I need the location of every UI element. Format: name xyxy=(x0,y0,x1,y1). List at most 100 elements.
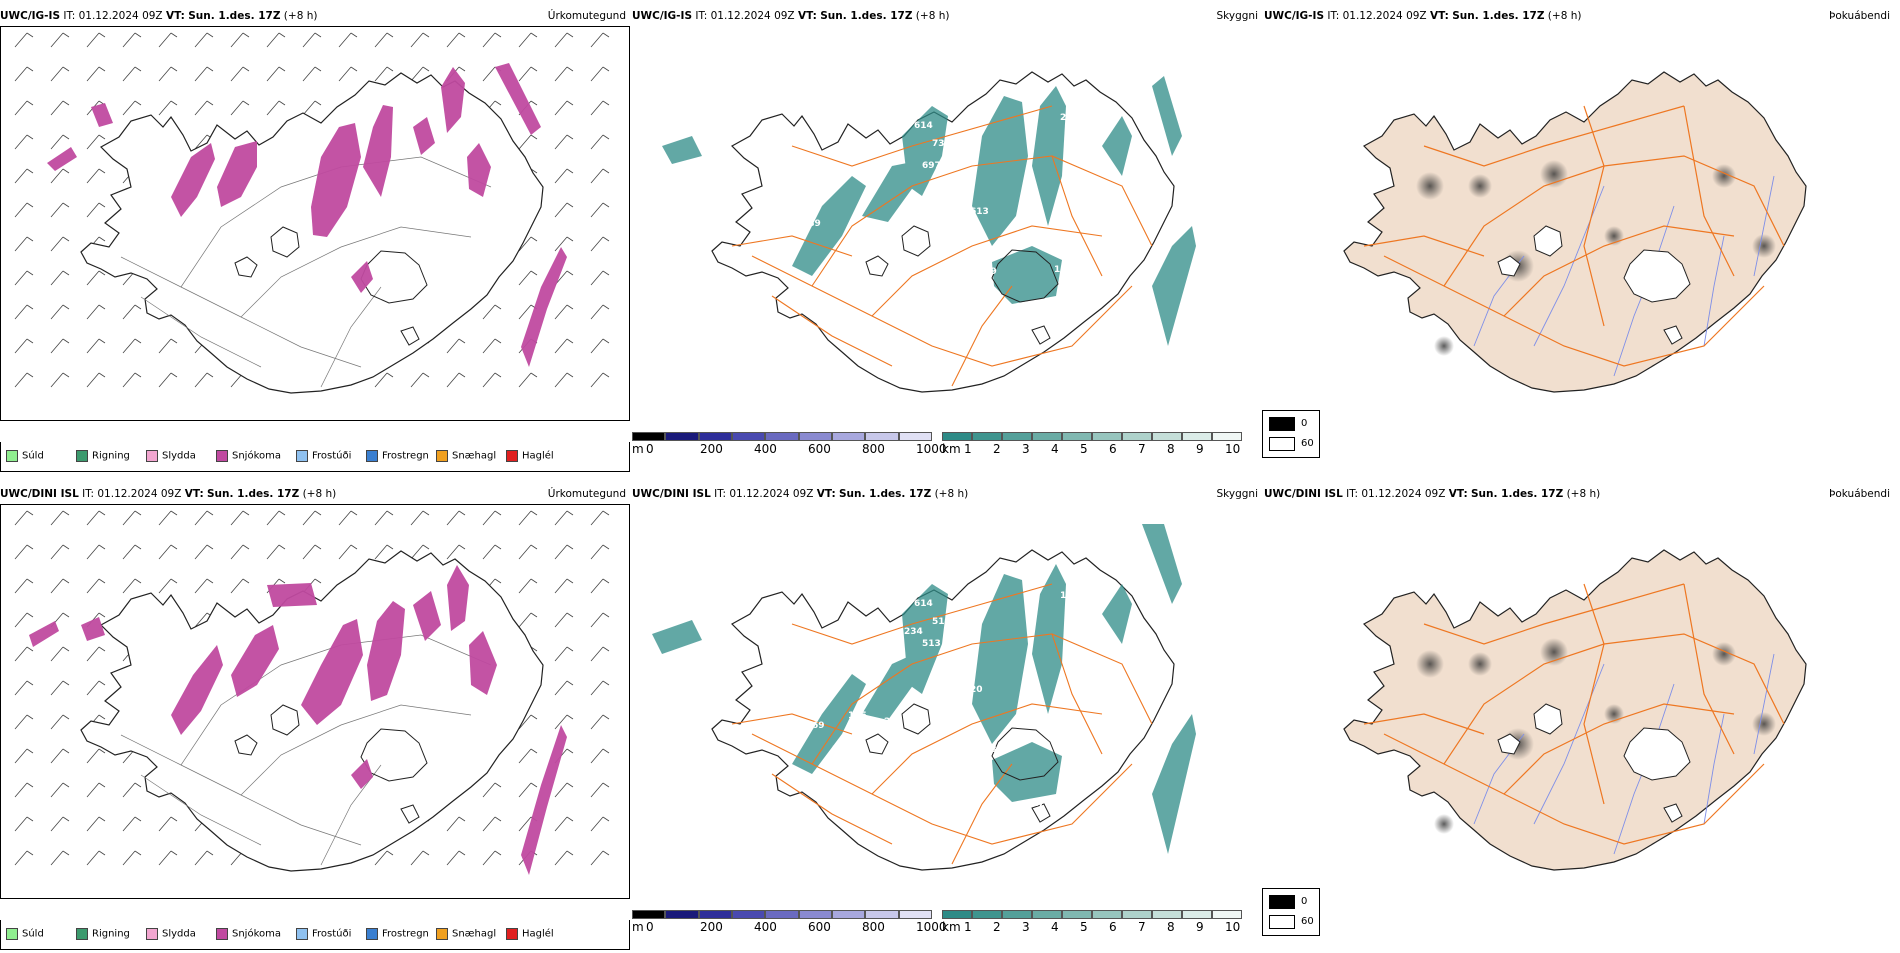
legend-item: Slydda xyxy=(146,928,196,940)
colorbar-segment xyxy=(1212,432,1242,441)
glacier-outline xyxy=(1031,803,1051,823)
glacier-outline xyxy=(400,804,420,824)
peak-label: 212 xyxy=(1054,743,1073,753)
colorbar-tick: 1000 xyxy=(916,442,947,456)
glacier-outline xyxy=(1497,733,1521,755)
panel-title: Úrkomutegund xyxy=(547,488,626,500)
road-network xyxy=(731,583,1153,865)
colorbar-segment xyxy=(1002,432,1032,441)
colorbar-tick: 10 xyxy=(1225,920,1241,934)
valid-time: Sun. 1.des. 17Z xyxy=(207,488,300,500)
colorbar-segment xyxy=(698,910,732,919)
legend-swatch xyxy=(296,450,308,462)
it-label: IT: xyxy=(82,488,95,500)
valid-time: Sun. 1.des. 17Z xyxy=(820,10,913,22)
colorbar-segment xyxy=(732,910,766,919)
legend-label: Rigning xyxy=(92,928,130,940)
fog-legend-swatch xyxy=(1269,437,1295,451)
legend-label: Frostregn xyxy=(382,450,429,462)
legend-label: Snæhagl xyxy=(452,450,497,462)
valid-time: Sun. 1.des. 17Z xyxy=(188,10,281,22)
legend-swatch xyxy=(6,450,18,462)
panel-model-label: UWC/IG-IS xyxy=(632,10,693,22)
glacier-outline xyxy=(1663,325,1683,345)
snow-areas xyxy=(29,565,567,875)
panel-model-label: UWC/DINI ISL xyxy=(1264,488,1343,500)
init-time: 01.12.2024 09Z xyxy=(97,488,182,500)
colorbar-tick: 6 xyxy=(1109,920,1117,934)
peak-label: 178 xyxy=(1032,799,1051,809)
colorbar-unit: km xyxy=(942,442,961,456)
legend-swatch xyxy=(436,450,448,462)
colorbar-tick: 2 xyxy=(993,442,1001,456)
panel-model-label: UWC/DINI ISL xyxy=(632,488,711,500)
peak-label: 20 xyxy=(970,685,983,695)
legend-label: Snæhagl xyxy=(452,928,497,940)
colorbar-segment xyxy=(1182,432,1212,441)
colorbar-unit: m xyxy=(632,920,644,934)
colorbar-tick: 7 xyxy=(1138,920,1146,934)
legend-swatch xyxy=(6,928,18,940)
iceland-coastline xyxy=(1343,549,1807,871)
precip-type-panel-bottom: UWC/DINI ISL IT: 01.12.2024 09Z VT: Sun.… xyxy=(0,488,630,953)
colorbar-unit: km xyxy=(942,920,961,934)
colorbar-tick: 8 xyxy=(1167,442,1175,456)
visibility-panel-bottom: UWC/DINI ISL IT: 01.12.2024 09Z VT: Sun.… xyxy=(632,488,1320,953)
glacier-outline xyxy=(1663,803,1683,823)
colorbar-unit: m xyxy=(632,442,644,456)
legend-item: Frostregn xyxy=(366,928,429,940)
glacier-outline xyxy=(1533,225,1563,257)
colorbar-segment xyxy=(1152,910,1182,919)
colorbar-segment xyxy=(732,432,766,441)
road-network xyxy=(731,105,1153,387)
colorbar-segment xyxy=(1002,910,1032,919)
colorbar-tick: 600 xyxy=(808,920,831,934)
peak-label: 427 xyxy=(802,697,821,707)
peak-label: 69 xyxy=(812,721,825,731)
legend-item: Frostúði xyxy=(296,928,351,940)
legend-label: Rigning xyxy=(92,450,130,462)
colorbar-tick: 1000 xyxy=(916,920,947,934)
lead-time: (+8 h) xyxy=(1566,488,1601,500)
colorbar-segment xyxy=(765,432,799,441)
road-network xyxy=(120,156,492,388)
legend-swatch xyxy=(366,450,378,462)
peak-label: 513 xyxy=(922,639,941,649)
colorbar-segment xyxy=(972,432,1002,441)
peak-labels: 614 734 697 589 162 172 539 229 141 613 26 10 xyxy=(802,113,1073,277)
panel-model-label: UWC/DINI ISL xyxy=(0,488,79,500)
colorbar-tick: 0 xyxy=(646,920,654,934)
colorbar-tick: 0 xyxy=(646,442,654,456)
glacier-outline xyxy=(1031,325,1051,345)
colorbar-segment xyxy=(698,432,732,441)
peak-label: 613 xyxy=(970,207,989,217)
fog-legend-swatch xyxy=(1269,417,1295,431)
peak-label: 428 xyxy=(960,733,979,743)
panel-title: Úrkomutegund xyxy=(547,10,626,22)
glacier-outline xyxy=(1623,249,1691,303)
peak-label: 31 xyxy=(832,745,845,755)
visibility-map: 614 734 697 589 162 172 539 229 141 613 26 10 xyxy=(632,26,1262,421)
colorbar-segment xyxy=(798,432,832,441)
it-label: IT: xyxy=(1346,488,1359,500)
glacier-outline xyxy=(1533,703,1563,735)
legend-label: Haglél xyxy=(522,450,554,462)
init-time: 01.12.2024 09Z xyxy=(1361,488,1446,500)
colorbar-segment xyxy=(665,910,699,919)
legend-item: Frostregn xyxy=(366,450,429,462)
legend-item: Snæhagl xyxy=(436,450,496,462)
fog-legend-label: 60 xyxy=(1301,916,1314,927)
it-label: IT: xyxy=(1327,10,1340,22)
panel-header: UWC/IG-IS IT: 01.12.2024 09Z VT: Sun. 1.… xyxy=(1264,10,1894,26)
colorbar-tick: 600 xyxy=(808,442,831,456)
colorbar-tick: 9 xyxy=(1196,920,1204,934)
colorbar-segment xyxy=(1032,910,1062,919)
road-network xyxy=(120,634,492,866)
legend-label: Slydda xyxy=(162,450,196,462)
peak-label: 10 xyxy=(832,267,845,277)
visibility-colorbar: km 1 2 3 4 5 6 7 8 9 10 xyxy=(942,432,1242,456)
colorbar-tick: 8 xyxy=(1167,920,1175,934)
legend-item: Snæhagl xyxy=(436,928,496,940)
fog-panel-top: UWC/IG-IS IT: 01.12.2024 09Z VT: Sun. 1.… xyxy=(1264,10,1894,475)
colorbar-segment xyxy=(898,432,932,441)
